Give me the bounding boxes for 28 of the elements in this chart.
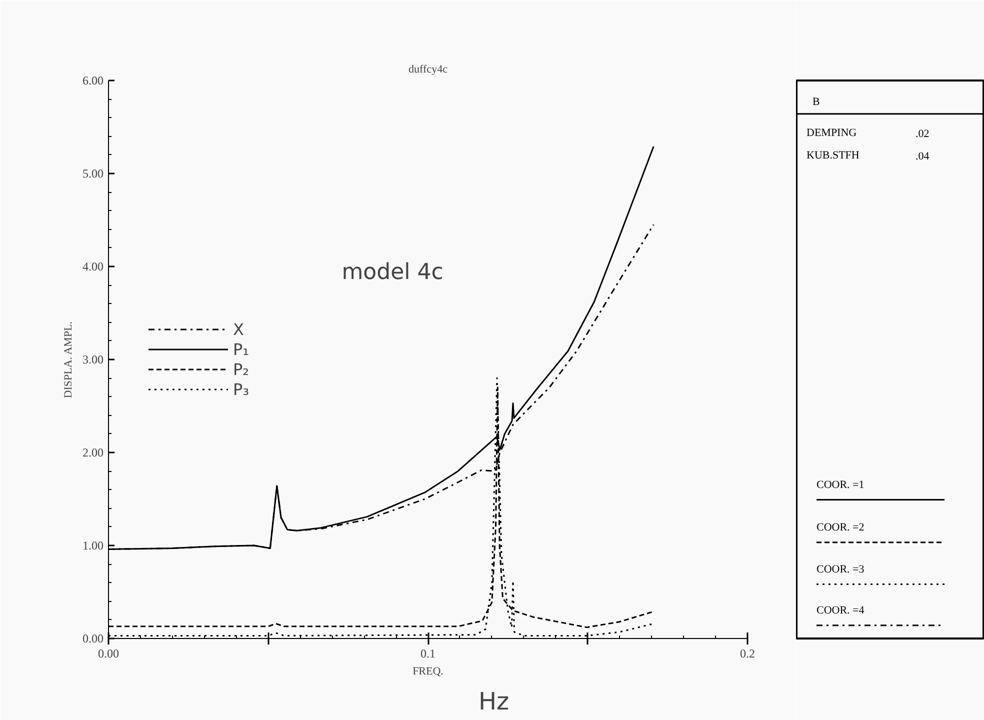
y-tick-label: 1.00 xyxy=(82,538,104,552)
legend-label: P₃ xyxy=(233,380,250,398)
y-tick-label: 0.00 xyxy=(82,632,104,646)
text: DEMPING xyxy=(806,127,857,140)
text: COOR. =3 xyxy=(816,564,865,576)
y-tick-label: 3.00 xyxy=(82,352,104,366)
text: B xyxy=(812,96,820,108)
text: COOR. =4 xyxy=(816,604,865,617)
annotation: model 4c xyxy=(342,260,444,286)
y-axis-title: DISPLA. AMPL. xyxy=(62,321,74,398)
x-axis-title: FREQ. xyxy=(412,666,444,678)
text: COOR. =1 xyxy=(816,479,864,492)
text: KUB.STFH xyxy=(806,150,860,162)
text: .04 xyxy=(916,150,930,163)
legend-label: P₁ xyxy=(233,340,250,358)
y-tick-label: 4.00 xyxy=(82,260,104,274)
y-tick-label: 6.00 xyxy=(82,74,104,88)
text: .02 xyxy=(916,128,930,140)
legend-label: X xyxy=(233,320,245,338)
x-tick-label: 0.1 xyxy=(420,646,436,660)
text: COOR. =2 xyxy=(816,522,864,534)
x-tick-label: 0.2 xyxy=(740,646,755,660)
y-tick-label: 2.00 xyxy=(82,446,104,460)
y-tick-label: 5.00 xyxy=(82,166,104,180)
chart-title: duffcy4c xyxy=(408,64,448,76)
x-tick-label: 0.00 xyxy=(98,646,119,660)
text: Hz xyxy=(478,688,510,716)
legend-label: P₂ xyxy=(233,360,250,378)
